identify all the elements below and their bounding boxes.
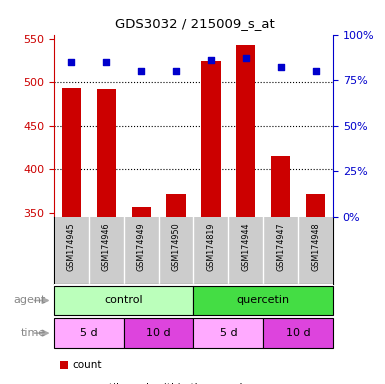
Text: GDS3032 / 215009_s_at: GDS3032 / 215009_s_at <box>115 17 274 30</box>
Text: GSM174947: GSM174947 <box>276 222 285 271</box>
Point <box>208 57 214 63</box>
Text: count: count <box>73 360 102 370</box>
Bar <box>62 88 81 217</box>
Point <box>173 68 179 74</box>
Bar <box>306 194 325 217</box>
Point <box>278 65 284 71</box>
Text: time: time <box>21 328 46 338</box>
Bar <box>194 318 263 348</box>
Text: GSM174946: GSM174946 <box>102 222 111 271</box>
Text: quercetin: quercetin <box>237 295 290 306</box>
Text: percentile rank within the sample: percentile rank within the sample <box>73 383 249 384</box>
Point <box>243 55 249 61</box>
Text: GSM174948: GSM174948 <box>311 222 320 271</box>
Bar <box>166 194 186 217</box>
Bar <box>54 318 124 348</box>
Text: 5 d: 5 d <box>219 328 237 338</box>
Text: 10 d: 10 d <box>146 328 171 338</box>
Bar <box>54 286 194 315</box>
Text: GSM174945: GSM174945 <box>67 222 76 271</box>
Bar <box>97 89 116 217</box>
Text: agent: agent <box>14 295 46 306</box>
Text: GSM174819: GSM174819 <box>206 222 216 271</box>
Bar <box>236 45 255 217</box>
Bar <box>201 61 221 217</box>
Point <box>313 68 319 74</box>
Bar <box>194 286 333 315</box>
Bar <box>132 207 151 217</box>
Bar <box>271 156 290 217</box>
Bar <box>124 318 194 348</box>
Text: GSM174949: GSM174949 <box>137 222 146 271</box>
Text: GSM174950: GSM174950 <box>171 222 181 271</box>
Point <box>68 59 74 65</box>
Text: control: control <box>104 295 143 306</box>
Point <box>103 59 109 65</box>
Text: GSM174944: GSM174944 <box>241 222 250 271</box>
Point <box>138 68 144 74</box>
Bar <box>263 318 333 348</box>
Text: 5 d: 5 d <box>80 328 98 338</box>
Text: 10 d: 10 d <box>286 328 310 338</box>
